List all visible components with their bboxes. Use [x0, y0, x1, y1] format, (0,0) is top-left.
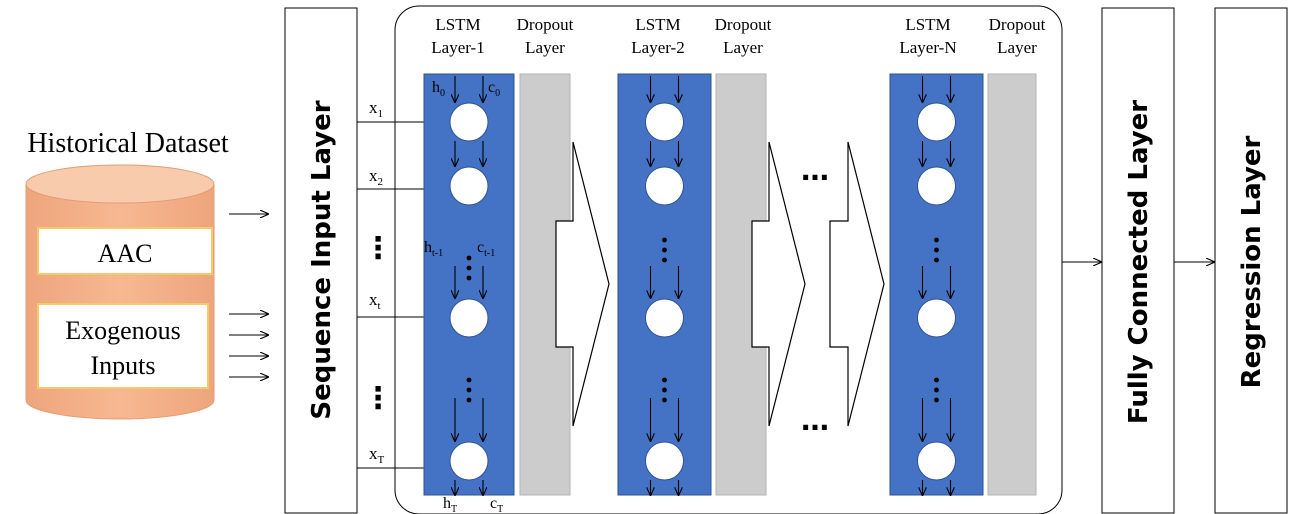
lstm-cell-2 [449, 166, 489, 206]
lstm-cell-1 [917, 102, 956, 142]
lstm-layer-1-subtitle: Layer-1 [431, 38, 484, 57]
dropout-layer-n-title: Dropout [989, 15, 1046, 34]
continuation-dot [466, 275, 472, 281]
lstm-layer-1-title: LSTM [435, 15, 480, 34]
continuation-dot [466, 255, 472, 261]
lstm-column-bar [889, 73, 984, 496]
regression-layer: Regression Layer [1214, 7, 1288, 514]
block-headers: LSTM Layer-1 Dropout Layer LSTM Layer-2 … [431, 15, 1045, 57]
dropout-layer-n [987, 73, 1037, 496]
state-ct1-label: ct-1 [477, 239, 495, 259]
continuation-dot [934, 237, 939, 243]
lstm-layer-n-subtitle: Layer-N [899, 38, 956, 57]
input-dots-lower: ⋮ [363, 381, 393, 416]
historical-dataset: Historical Dataset AAC Exogenous Inputs [25, 128, 229, 420]
sequence-input-layer: Sequence Input Layer ⋮ ⋮ [284, 7, 393, 514]
state-labels: h0 c0 ht-1 ct-1 hT cT [424, 79, 503, 514]
lstm-cell-3 [917, 298, 956, 338]
exogenous-label-line2: Inputs [91, 351, 156, 380]
dataset-title: Historical Dataset [27, 128, 229, 159]
lstm-cell-1 [645, 102, 684, 142]
lstm-layer-2-title: LSTM [635, 15, 680, 34]
continuation-dot [466, 397, 472, 403]
aac-box [37, 227, 213, 275]
dataset-cylinder-top [25, 164, 215, 204]
dropout-layer-n-subtitle: Layer [997, 38, 1037, 57]
block-arrow-3 [829, 141, 885, 427]
lstm-cell-4 [917, 441, 956, 481]
lstm-cell-4 [449, 441, 489, 481]
dropout-layer-1-subtitle: Layer [525, 38, 565, 57]
lstm-cell-2 [917, 166, 956, 206]
continuation-dot [934, 387, 939, 393]
continuation-dot [466, 387, 472, 393]
lstm-cell-3 [449, 298, 489, 338]
lstm-layer-2 [617, 73, 712, 496]
continuation-dot [466, 265, 472, 271]
exogenous-box [37, 303, 209, 389]
lstm-cell-4 [645, 441, 684, 481]
continuation-dot [662, 387, 667, 393]
state-ht1-label: ht-1 [424, 239, 443, 259]
lstm-cell-1 [449, 102, 489, 142]
regression-layer-label: Regression Layer [1237, 135, 1267, 388]
dropout-layer-2-subtitle: Layer [723, 38, 763, 57]
lstm-layer-n [889, 73, 984, 496]
dropout-layer-2-title: Dropout [715, 15, 772, 34]
input-xt-label: xt [369, 290, 381, 312]
dataset-to-input-arrows [229, 214, 268, 377]
exogenous-label-line1: Exogenous [65, 316, 181, 345]
ellipsis-upper: … [801, 154, 829, 187]
continuation-dot [934, 247, 939, 253]
block-arrow-2 [751, 141, 806, 427]
fully-connected-layer-label: Fully Connected Layer [1124, 100, 1154, 424]
block-arrows [555, 141, 885, 427]
lstm-layer-1 [423, 73, 515, 496]
continuation-dot [662, 247, 667, 253]
continuation-dot [662, 377, 667, 383]
lstm-cell-3 [645, 298, 684, 338]
continuation-dot [934, 377, 939, 383]
state-hT-label: hT [443, 495, 457, 514]
continuation-dot [662, 257, 667, 263]
continuation-dot [466, 377, 472, 383]
continuation-dot [934, 257, 939, 263]
input-dots-upper: ⋮ [363, 231, 393, 266]
input-x2-label: x2 [369, 166, 383, 188]
input-labels: x1 x2 xt xT [369, 98, 385, 466]
ellipsis-lower: … [801, 404, 829, 437]
sequence-input-layer-label: Sequence Input Layer [307, 100, 337, 419]
state-c0-label: c0 [488, 79, 500, 99]
dropout-layer-1-title: Dropout [517, 15, 574, 34]
lstm-column-bar [617, 73, 712, 496]
continuation-dot [662, 397, 667, 403]
input-xT-label: xT [369, 444, 385, 466]
lstm-layer-2-subtitle: Layer-2 [631, 38, 684, 57]
continuation-dot [662, 237, 667, 243]
input-x1-label: x1 [369, 98, 383, 120]
state-cT-label: cT [490, 495, 503, 514]
lstm-cell-2 [645, 166, 684, 206]
continuation-dot [934, 397, 939, 403]
block-arrow-1 [555, 141, 610, 427]
aac-label: AAC [98, 239, 153, 268]
lstm-column-bar [423, 73, 515, 496]
state-h0-label: h0 [432, 79, 445, 99]
lstm-layer-n-title: LSTM [905, 15, 950, 34]
fully-connected-layer: Fully Connected Layer [1101, 7, 1175, 514]
